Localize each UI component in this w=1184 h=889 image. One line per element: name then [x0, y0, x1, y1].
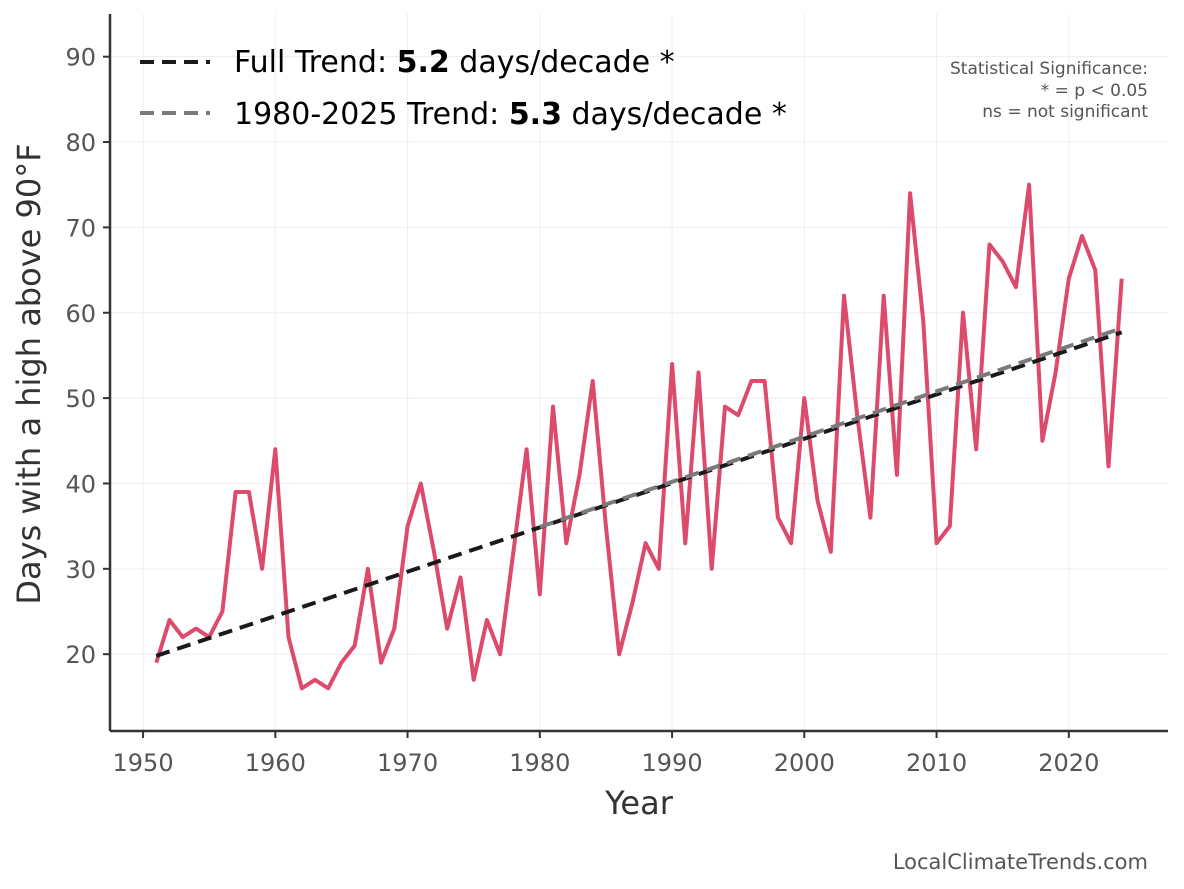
x-tick-label-2000: 2000	[774, 749, 835, 777]
x-tick-label-2020: 2020	[1038, 749, 1099, 777]
y-tick-label-50: 50	[65, 385, 96, 413]
trend-lines	[155, 326, 1123, 658]
x-tick-label-1970: 1970	[377, 749, 438, 777]
x-tick-label-1990: 1990	[642, 749, 703, 777]
significance-line-2: * = p < 0.05	[1041, 81, 1148, 101]
x-tick-label-2010: 2010	[906, 749, 967, 777]
legend-label-1980-trend: 1980-2025 Trend: 5.3 days/decade *	[234, 97, 787, 132]
x-tick-label-1950: 1950	[113, 749, 174, 777]
y-tick-label-30: 30	[65, 556, 96, 584]
source-credit: LocalClimateTrends.com	[893, 850, 1148, 874]
y-axis-title: Days with a high above 90°F	[10, 143, 48, 604]
data-series	[154, 182, 1124, 691]
significance-line-3: ns = not significant	[982, 102, 1148, 122]
full-trend-line	[155, 330, 1123, 658]
x-tick-label-1980: 1980	[509, 749, 570, 777]
y-tick-label-60: 60	[65, 300, 96, 328]
x-axis-ticks: 1950 1960 1970 1980 1990 2000 2010 2020	[113, 731, 1099, 777]
y-tick-label-40: 40	[65, 470, 96, 498]
y-tick-label-80: 80	[65, 129, 96, 157]
y-tick-label-20: 20	[65, 641, 96, 669]
significance-note: Statistical Significance: * = p < 0.05 n…	[950, 59, 1148, 122]
y-tick-label-70: 70	[65, 214, 96, 242]
y-axis-ticks: 20 30 40 50 60 70 80 90	[65, 44, 110, 669]
significance-line-1: Statistical Significance:	[950, 59, 1148, 79]
x-axis-title: Year	[604, 784, 674, 822]
y-tick-label-90: 90	[65, 44, 96, 72]
axes	[108, 14, 1168, 733]
x-tick-label-1960: 1960	[245, 749, 306, 777]
recent-trend-line	[539, 326, 1123, 529]
series-line	[154, 182, 1124, 691]
legend: Full Trend: 5.2 days/decade * 1980-2025 …	[140, 45, 787, 132]
legend-label-full-trend: Full Trend: 5.2 days/decade *	[234, 45, 675, 80]
